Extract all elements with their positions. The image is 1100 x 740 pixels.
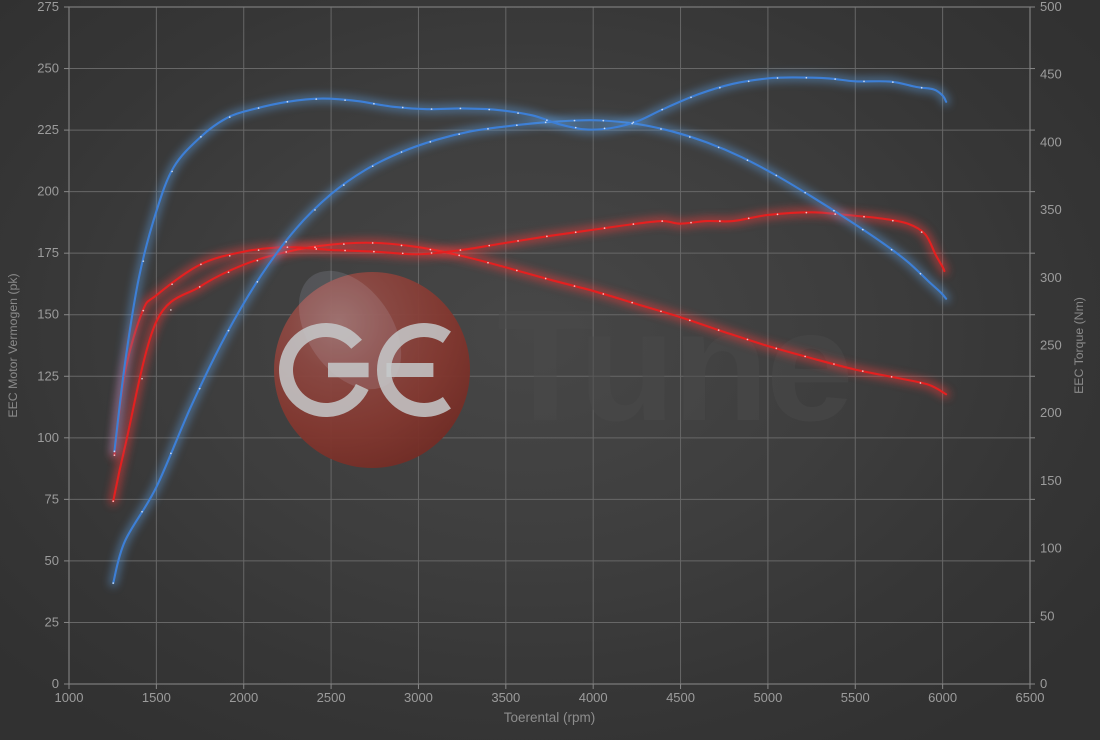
svg-text:225: 225 bbox=[37, 122, 59, 137]
svg-text:350: 350 bbox=[1040, 202, 1062, 217]
svg-text:50: 50 bbox=[1040, 608, 1054, 623]
svg-text:400: 400 bbox=[1040, 134, 1062, 149]
svg-text:6000: 6000 bbox=[928, 690, 957, 705]
svg-text:100: 100 bbox=[37, 430, 59, 445]
svg-text:200: 200 bbox=[1040, 405, 1062, 420]
svg-text:2000: 2000 bbox=[229, 690, 258, 705]
svg-text:3500: 3500 bbox=[491, 690, 520, 705]
svg-text:125: 125 bbox=[37, 368, 59, 383]
svg-text:250: 250 bbox=[1040, 338, 1062, 353]
svg-text:3000: 3000 bbox=[404, 690, 433, 705]
svg-text:4000: 4000 bbox=[579, 690, 608, 705]
svg-text:4500: 4500 bbox=[666, 690, 695, 705]
svg-text:150: 150 bbox=[1040, 473, 1062, 488]
svg-text:50: 50 bbox=[45, 553, 59, 568]
svg-text:Toerental (rpm): Toerental (rpm) bbox=[504, 710, 596, 725]
svg-text:150: 150 bbox=[37, 307, 59, 322]
svg-text:100: 100 bbox=[1040, 541, 1062, 556]
svg-text:250: 250 bbox=[37, 61, 59, 76]
svg-text:1000: 1000 bbox=[55, 690, 84, 705]
svg-text:1500: 1500 bbox=[142, 690, 171, 705]
svg-text:25: 25 bbox=[45, 614, 59, 629]
svg-text:EEC Torque (Nm): EEC Torque (Nm) bbox=[1072, 297, 1086, 394]
svg-text:275: 275 bbox=[37, 0, 59, 14]
svg-text:Tune: Tune bbox=[497, 278, 851, 454]
svg-text:175: 175 bbox=[37, 245, 59, 260]
svg-text:0: 0 bbox=[52, 676, 59, 691]
svg-text:6500: 6500 bbox=[1016, 690, 1045, 705]
svg-text:200: 200 bbox=[37, 184, 59, 199]
svg-text:75: 75 bbox=[45, 491, 59, 506]
svg-text:300: 300 bbox=[1040, 270, 1062, 285]
svg-text:5000: 5000 bbox=[753, 690, 782, 705]
svg-text:2500: 2500 bbox=[317, 690, 346, 705]
svg-text:5500: 5500 bbox=[841, 690, 870, 705]
svg-text:0: 0 bbox=[1040, 676, 1047, 691]
svg-text:450: 450 bbox=[1040, 67, 1062, 82]
svg-text:EEC Motor Vermogen (pk): EEC Motor Vermogen (pk) bbox=[6, 273, 20, 417]
svg-text:500: 500 bbox=[1040, 0, 1062, 14]
